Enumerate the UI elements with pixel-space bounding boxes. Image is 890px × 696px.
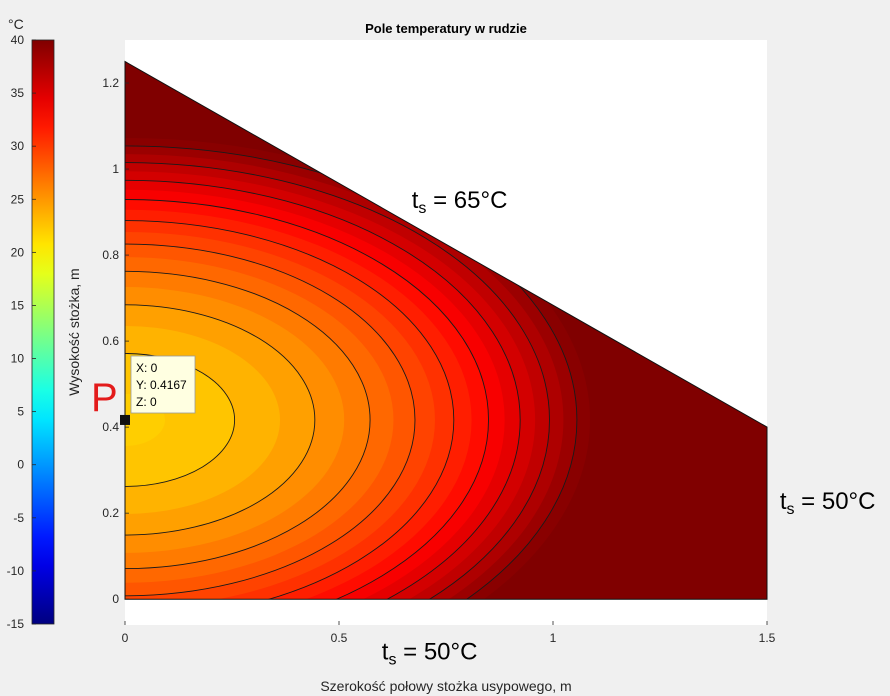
contour-line [125,304,316,536]
contour-lines [125,145,578,600]
colorbar-tick-label: 20 [11,245,25,259]
colorbar-tick-label: 40 [11,33,25,47]
data-tip-x: X: 0 [136,361,158,375]
boundary-temperature-label: ts = 65°C [412,187,508,217]
annotations: ts = 65°C ts = 50°C ts = 50°C [382,187,876,669]
point-p-marker[interactable] [120,414,130,425]
x-tick-label: 1 [550,631,557,645]
y-tick-label: 0.2 [102,506,119,520]
x-axis-label: Szerokość połowy stożka usypowego, m [320,678,571,694]
colorbar-ticks: 40 35 30 25 20 15 10 5 0 -5 -10 -15 [7,33,36,631]
colorbar-tick-label: 10 [11,352,25,366]
chart-title: Pole temperatury w rudzie [365,21,527,36]
colorbar-tick-label: 0 [17,458,24,472]
point-p-label: P [91,376,118,420]
y-tick-label: 0.8 [102,248,119,262]
contour-line [125,220,455,600]
data-tip[interactable]: X: 0 Y: 0.4167 Z: 0 [130,355,196,414]
contour-line [125,243,416,597]
colorbar-unit-label: °C [8,16,24,32]
domain-outline [124,60,768,600]
colorbar-tick-label: -15 [7,617,25,631]
y-axis-label: Wysokość stożka, m [66,268,82,395]
y-tick-label: 1 [112,162,119,176]
y-axis-ticks: 0 0.2 0.4 0.6 0.8 1 1.2 [102,76,129,606]
colorbar-tick-label: -5 [13,511,24,525]
data-tip-box [130,355,196,414]
y-tick-label: 1.2 [102,76,119,90]
x-axis-ticks: 0 0.5 1 1.5 [122,621,776,645]
x-tick-label: 1.5 [759,631,776,645]
boundary-temperature-label: ts = 50°C [382,638,478,668]
y-tick-label: 0.4 [102,420,119,434]
colorbar-scale [31,39,55,625]
y-tick-label: 0 [112,592,119,606]
colorbar-tick-label: 15 [11,298,25,312]
contour-line [125,353,236,487]
axes: 0 0.5 1 1.5 0 0.2 0.4 0.6 0.8 1 1.2 [102,40,776,645]
boundary-temperature-label: ts = 50°C [780,488,876,518]
x-tick-label: 0 [122,631,129,645]
data-tip-y: Y: 0.4167 [136,378,187,392]
data-tip-z: Z: 0 [136,395,157,409]
colorbar-tick-label: 5 [17,405,24,419]
contour-line [125,270,371,570]
contour-line [125,162,550,600]
colorbar-tick-label: 25 [11,192,25,206]
x-tick-label: 0.5 [331,631,348,645]
y-tick-label: 0.6 [102,334,119,348]
contour-line [125,145,578,600]
contour-line [125,199,489,600]
colorbar-tick-label: -10 [7,564,25,578]
contour-line [125,179,521,600]
colorbar: °C 40 35 30 25 20 15 10 5 0 -5 -10 -15 [7,16,55,631]
colorbar-tick-label: 30 [11,139,25,153]
colorbar-tick-label: 35 [11,86,25,100]
